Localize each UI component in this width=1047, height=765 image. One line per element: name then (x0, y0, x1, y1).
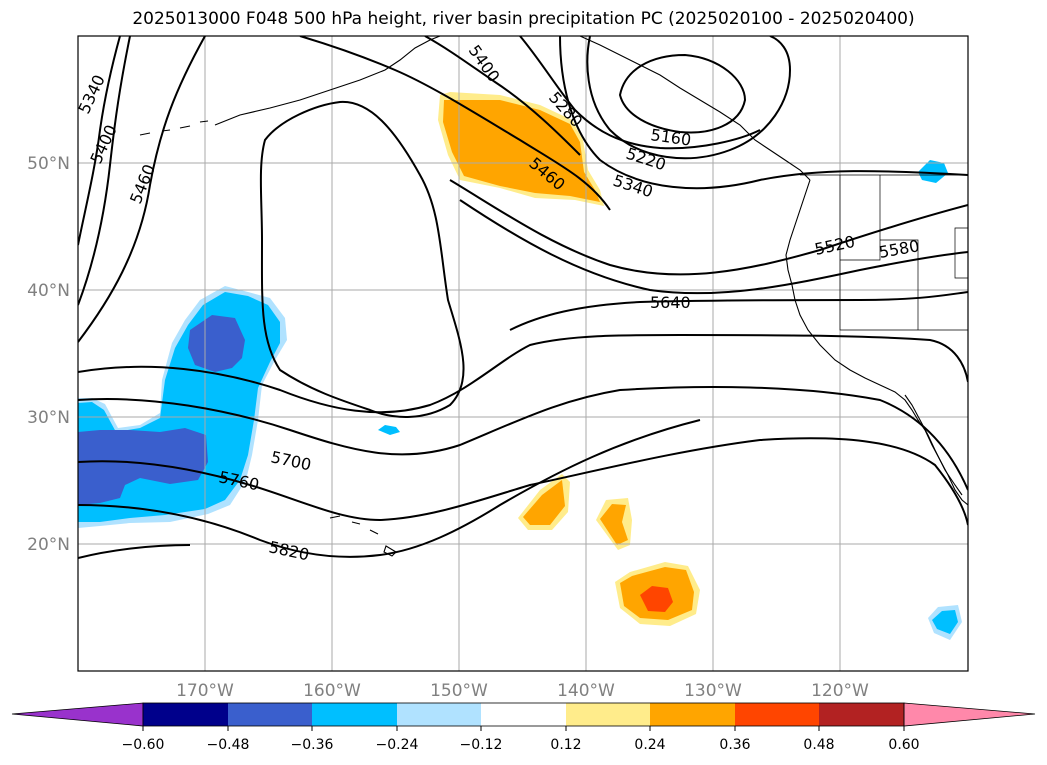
colorbar-label-2: −0.36 (291, 737, 334, 753)
contour-5520 (449, 179, 968, 276)
map-frame (77, 35, 969, 672)
alaska-panhandle-coast (579, 36, 811, 181)
map-title: 2025013000 F048 500 hPa height, river ba… (132, 9, 915, 29)
contour-5880 (78, 544, 191, 559)
colorbar-label-7: 0.36 (719, 737, 750, 753)
colorbar-label-1: −0.48 (207, 737, 250, 753)
colorbar-extend-high (903, 702, 1036, 727)
height-contours (78, 36, 968, 559)
contour-5400-north (424, 36, 581, 156)
contour-5220-ring (586, 36, 792, 160)
contour-5280-north (519, 36, 761, 150)
colorbar-bin-3 (312, 703, 397, 726)
colorbar-label-3: −0.24 (376, 737, 419, 753)
contour-5400-west (78, 36, 131, 306)
precip-shading (78, 92, 962, 640)
contour-5640-south (78, 334, 968, 414)
negative-anomaly-north-pacific-coast (918, 160, 948, 183)
contour-5160-low (618, 53, 747, 134)
colorbar: −0.60 −0.48 −0.36 −0.24 −0.12 0.12 0.24 … (11, 702, 1036, 753)
contour-5700 (78, 386, 968, 491)
state-borders (839, 175, 968, 331)
longitude-labels: 170°W 160°W 150°W 140°W 130°W 120°W (176, 681, 869, 701)
colorbar-label-4: −0.12 (460, 737, 503, 753)
graticule (78, 36, 968, 671)
lon-label-140w: 140°W (557, 681, 615, 701)
lat-label-50: 50°N (27, 154, 70, 174)
colorbar-bin-7 (650, 703, 735, 726)
colorbar-label-9: 0.60 (888, 737, 919, 753)
latitude-labels: 50°N 40°N 30°N 20°N (27, 154, 70, 555)
colorbar-bin-4 (397, 703, 481, 726)
colorbar-frame (142, 702, 905, 727)
lat-label-40: 40°N (27, 281, 70, 301)
contour-5460-north (299, 36, 611, 211)
baja-coast (904, 394, 963, 496)
positive-anomaly-sub3-peak (640, 586, 673, 612)
positive-anomaly-sub1-core (523, 480, 565, 525)
lon-label-170w: 170°W (176, 681, 234, 701)
contour-5820 (78, 419, 701, 558)
colorbar-bin-1 (143, 703, 228, 726)
colorbar-label-8: 0.48 (803, 737, 834, 753)
lon-label-130w: 130°W (684, 681, 742, 701)
colorbar-ticks (142, 726, 905, 731)
contour-5340-ring (559, 36, 968, 190)
colorbar-extend-low (11, 702, 144, 727)
contour-5580 (459, 199, 968, 295)
colorbar-bin-9 (819, 703, 904, 726)
colorbar-bin-6 (566, 703, 650, 726)
map-layers: 5340 5400 5460 5400 5280 5160 5220 5340 … (78, 36, 968, 671)
contour-label-5640: 5640 (650, 293, 691, 312)
lon-label-120w: 120°W (811, 681, 869, 701)
negative-anomaly-dark (78, 428, 208, 505)
colorbar-bin-2 (228, 703, 312, 726)
contour-5640 (509, 291, 968, 331)
colorbar-label-6: 0.24 (634, 737, 665, 753)
colorbar-bin-8 (735, 703, 819, 726)
aleutian-islands (139, 120, 209, 136)
lon-label-160w: 160°W (303, 681, 361, 701)
colorbar-label-0: −0.60 (122, 737, 165, 753)
positive-anomaly-sub2-core (600, 504, 628, 545)
political-borders (800, 174, 968, 331)
colorbar-bin-5 (481, 703, 566, 726)
hawaii-islands (329, 515, 397, 557)
coastlines (139, 36, 968, 557)
negative-anomaly-mexico-core (932, 610, 958, 634)
negative-anomaly-dark-north (188, 315, 245, 372)
positive-anomaly-north-core (443, 100, 600, 202)
contour-5460-west (78, 36, 206, 343)
alaska-peninsula-coast (214, 36, 441, 126)
colorbar-label-5: 0.12 (550, 737, 581, 753)
lat-label-30: 30°N (27, 408, 70, 428)
contour-5340-west (78, 36, 121, 246)
small-negative-hawaii (378, 425, 400, 435)
lat-label-20: 20°N (27, 535, 70, 555)
lon-label-150w: 150°W (430, 681, 488, 701)
contour-closed-low (259, 100, 465, 418)
contour-5760 (78, 437, 968, 526)
